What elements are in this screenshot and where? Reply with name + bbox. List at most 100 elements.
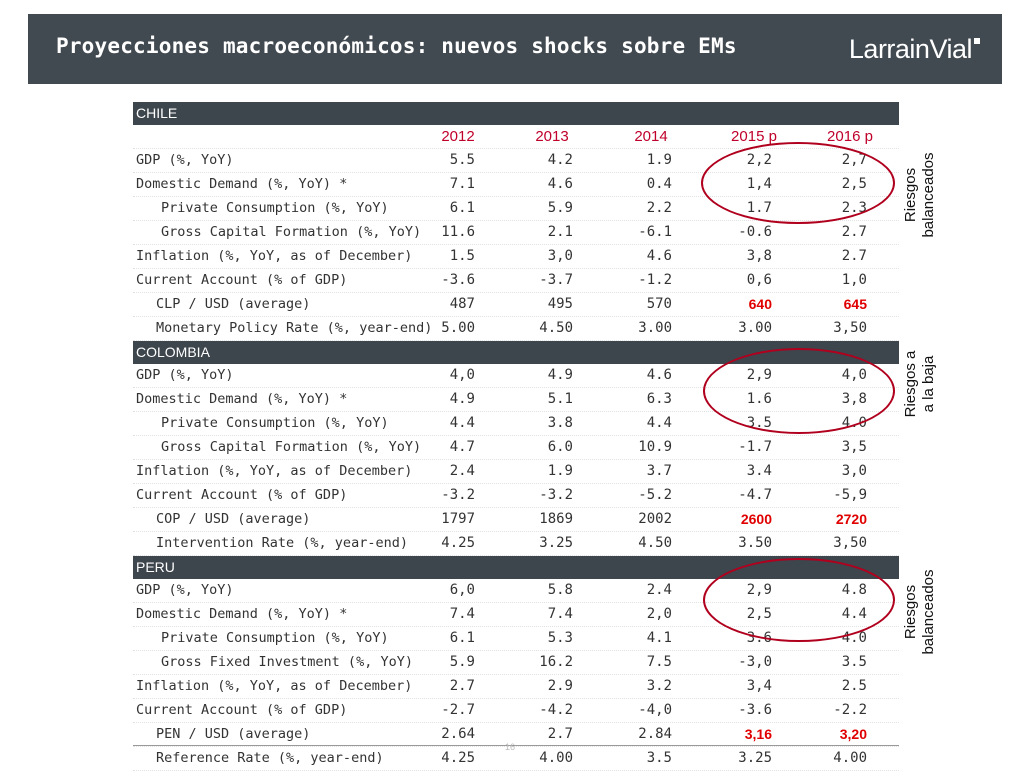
value-cell: -3,0 bbox=[738, 654, 772, 670]
value-cell: 4.25 bbox=[441, 535, 475, 551]
value-cell: 570 bbox=[646, 296, 672, 312]
year-label: 2013 bbox=[535, 128, 569, 145]
value-cell: 4.4 bbox=[646, 415, 672, 431]
value-cell: 0.4 bbox=[646, 176, 672, 192]
value-cell: 4.50 bbox=[539, 320, 573, 336]
value-cell: -2.2 bbox=[833, 702, 867, 718]
row-label: Current Account (% of GDP) bbox=[136, 272, 348, 288]
highlight-ellipse-colombia bbox=[703, 348, 895, 434]
section-header-peru: PERU bbox=[133, 556, 899, 579]
row-label: GDP (%, YoY) bbox=[136, 152, 234, 168]
value-cell: 3,4 bbox=[746, 678, 772, 694]
row-label: Private Consumption (%, YoY) bbox=[161, 415, 389, 431]
risk-label-line: Riesgos bbox=[902, 167, 919, 223]
value-cell: 1.5 bbox=[449, 248, 475, 264]
logo-square-icon bbox=[974, 38, 980, 44]
row-label: GDP (%, YoY) bbox=[136, 367, 234, 383]
value-cell: -0.6 bbox=[738, 224, 772, 240]
highlight-ellipse-chile bbox=[701, 142, 895, 224]
value-cell: 5.5 bbox=[449, 152, 475, 168]
value-cell: 4.00 bbox=[833, 750, 867, 766]
value-cell: 3,16 bbox=[744, 726, 772, 742]
table-row: CLP / USD (average) 487 495 570 640 645 bbox=[133, 293, 899, 317]
risk-label-line: Riesgos bbox=[902, 584, 919, 640]
value-cell: 1797 bbox=[441, 511, 475, 527]
value-cell: 1.9 bbox=[646, 152, 672, 168]
value-cell: 3.5 bbox=[646, 750, 672, 766]
value-cell: 4.9 bbox=[449, 391, 475, 407]
slide-title: Proyecciones macroeconómicos: nuevos sho… bbox=[56, 34, 737, 58]
value-cell: 6.3 bbox=[646, 391, 672, 407]
year-label: 2015 p bbox=[731, 128, 777, 145]
value-cell: -4.2 bbox=[539, 702, 573, 718]
value-cell: 3.00 bbox=[638, 320, 672, 336]
value-cell: 4.1 bbox=[646, 630, 672, 646]
value-cell: -3.6 bbox=[738, 702, 772, 718]
value-cell: 2.4 bbox=[449, 463, 475, 479]
value-cell: 3.2 bbox=[646, 678, 672, 694]
macro-projections-table: CHILE 2012 2013 2014 2015 p 2016 p GDP (%, YoY… bbox=[133, 102, 899, 771]
value-cell: -1.2 bbox=[638, 272, 672, 288]
table-row: Gross Capital Formation (%, YoY) 4.7 6.0 10… bbox=[133, 436, 899, 460]
value-cell: -6.1 bbox=[638, 224, 672, 240]
value-cell: 5.9 bbox=[449, 654, 475, 670]
value-cell: 4,0 bbox=[449, 367, 475, 383]
value-cell: 2.2 bbox=[646, 200, 672, 216]
risk-label-peru: Riesgos balanceados bbox=[902, 557, 942, 667]
year-header-row: 2012 2013 2014 2015 p 2016 p bbox=[133, 125, 899, 149]
value-cell: 6.1 bbox=[449, 630, 475, 646]
table-row: Current Account (% of GDP) -3.2 -3.2 -5.2 -4… bbox=[133, 484, 899, 508]
row-label: Current Account (% of GDP) bbox=[136, 702, 348, 718]
value-cell: 2.64 bbox=[441, 726, 475, 742]
value-cell: 4.25 bbox=[441, 750, 475, 766]
row-label: Reference Rate (%, year-end) bbox=[156, 750, 384, 766]
larrainvial-logo: LarrainVial bbox=[849, 34, 980, 65]
value-cell: 2.7 bbox=[547, 726, 573, 742]
value-cell: 3,0 bbox=[547, 248, 573, 264]
section-name: COLOMBIA bbox=[136, 344, 210, 360]
value-cell: 5.8 bbox=[547, 582, 573, 598]
value-cell: 7.5 bbox=[646, 654, 672, 670]
value-cell: 4.00 bbox=[539, 750, 573, 766]
value-cell: -1.7 bbox=[738, 439, 772, 455]
value-cell: 4.9 bbox=[547, 367, 573, 383]
value-cell: 5.00 bbox=[441, 320, 475, 336]
value-cell: 3.25 bbox=[738, 750, 772, 766]
value-cell: 2.5 bbox=[841, 678, 867, 694]
value-cell: 4.6 bbox=[547, 176, 573, 192]
row-label: Private Consumption (%, YoY) bbox=[161, 630, 389, 646]
row-label: Private Consumption (%, YoY) bbox=[161, 200, 389, 216]
value-cell: 2.7 bbox=[841, 248, 867, 264]
value-cell: 1.9 bbox=[547, 463, 573, 479]
value-cell: 2,0 bbox=[646, 606, 672, 622]
row-label: GDP (%, YoY) bbox=[136, 582, 234, 598]
value-cell: 2720 bbox=[835, 511, 867, 527]
value-cell: -3.7 bbox=[539, 272, 573, 288]
table-row: GDP (%, YoY) 6,0 5.8 2.4 2,9 4.8 bbox=[133, 579, 899, 603]
value-cell: 4.4 bbox=[449, 415, 475, 431]
value-cell: 16.2 bbox=[539, 654, 573, 670]
table-row: Inflation (%, YoY, as of December) 1.5 3,0… bbox=[133, 245, 899, 269]
value-cell: 3,5 bbox=[841, 439, 867, 455]
value-cell: 5.9 bbox=[547, 200, 573, 216]
value-cell: 4.6 bbox=[646, 248, 672, 264]
value-cell: 2.84 bbox=[638, 726, 672, 742]
value-cell: 3,50 bbox=[833, 535, 867, 551]
row-label: Inflation (%, YoY, as of December) bbox=[136, 678, 413, 694]
value-cell: 495 bbox=[547, 296, 573, 312]
value-cell: -3.2 bbox=[539, 487, 573, 503]
table-row: Monetary Policy Rate (%, year-end) 5.00 4.… bbox=[133, 317, 899, 341]
row-label: Domestic Demand (%, YoY) * bbox=[136, 606, 348, 622]
highlight-ellipse-peru bbox=[703, 558, 895, 642]
value-cell: -2.7 bbox=[441, 702, 475, 718]
risk-label-colombia: Riesgos a a la baja bbox=[902, 339, 942, 429]
risk-label-chile: Riesgos balanceados bbox=[902, 140, 942, 250]
section-header-colombia: COLOMBIA bbox=[133, 341, 899, 364]
row-label: Gross Capital Formation (%, YoY) bbox=[161, 224, 422, 240]
table-row: Intervention Rate (%, year-end) 4.25 3.25 4… bbox=[133, 532, 899, 556]
value-cell: 6.1 bbox=[449, 200, 475, 216]
value-cell: 5.3 bbox=[547, 630, 573, 646]
page-number: 16 bbox=[505, 742, 516, 752]
value-cell: 4.7 bbox=[449, 439, 475, 455]
section-header-chile: CHILE bbox=[133, 102, 899, 125]
